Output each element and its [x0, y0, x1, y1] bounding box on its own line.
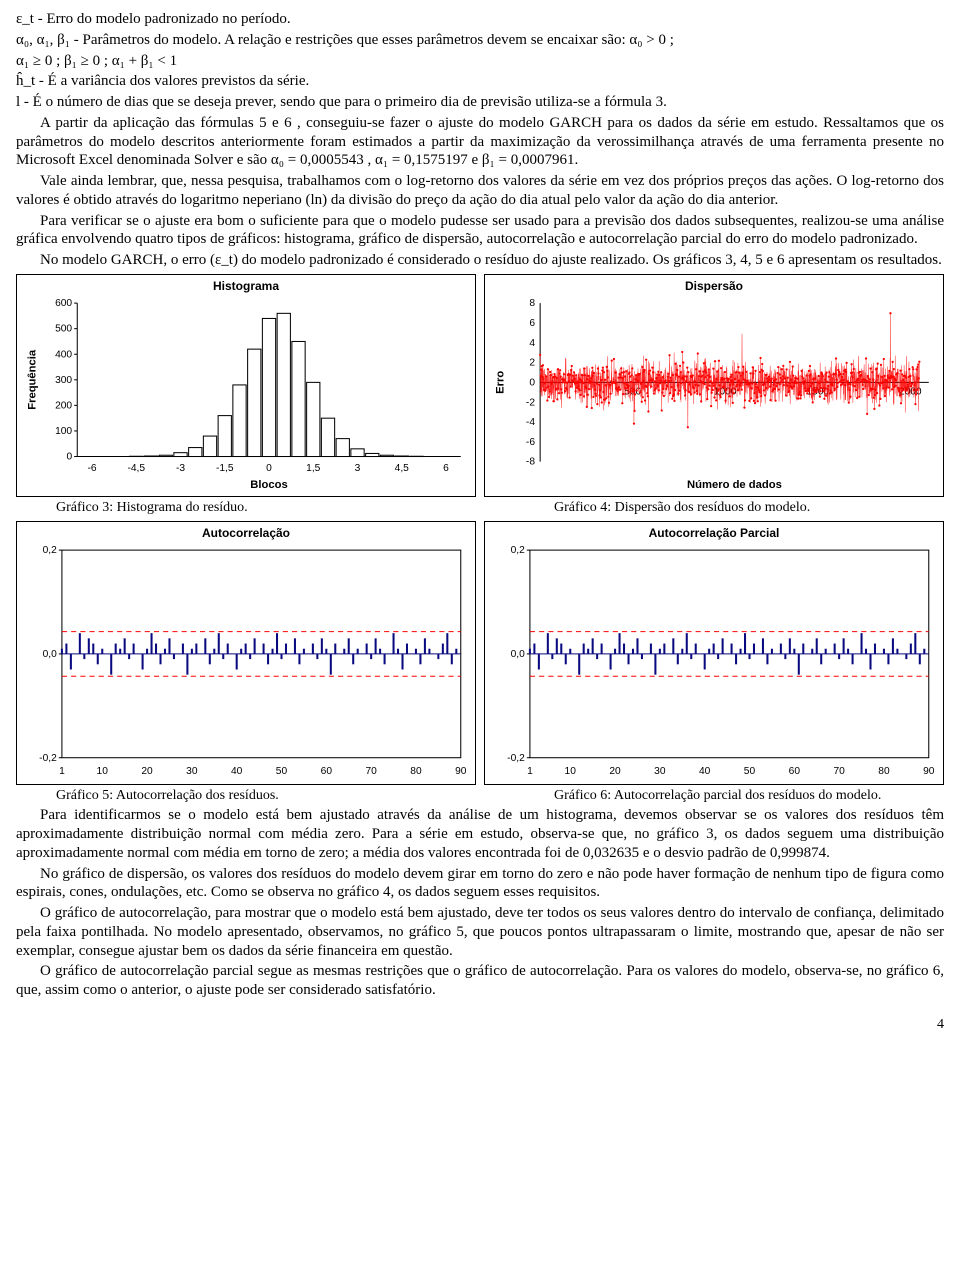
- svg-text:-3: -3: [176, 463, 185, 474]
- def-alphas: α₀, α₁, β₁ - Parâmetros do modelo. A rel…: [16, 31, 944, 50]
- svg-text:-6: -6: [526, 437, 535, 448]
- svg-text:-2: -2: [526, 397, 535, 408]
- def-constraints: α₁ ≥ 0 ; β₁ ≥ 0 ; α₁ + β₁ < 1: [16, 52, 944, 71]
- chart6-cell: Autocorrelação Parcial -0,2 0,0 0,2 1 10 20 30…: [484, 521, 944, 805]
- svg-text:0,0: 0,0: [511, 649, 526, 660]
- chart3-frame: Histograma 0 100 200 300 400 500 600 -6 -4,5 -3 -1…: [16, 274, 476, 497]
- svg-text:Frequência: Frequência: [26, 349, 38, 410]
- svg-text:100: 100: [55, 426, 72, 437]
- def-epsilon: ε_t - Erro do modelo padronizado no perí…: [16, 10, 944, 29]
- svg-text:-4,5: -4,5: [127, 463, 145, 474]
- chart4-cell: Dispersão -8-6-4-202468500100015002000Nú…: [484, 274, 944, 517]
- svg-text:10: 10: [565, 766, 577, 777]
- chart5-frame: Autocorrelação -0,2 0,0 0,2 1 10 20 30 40 50 60 70…: [16, 521, 476, 785]
- svg-text:0,0: 0,0: [43, 649, 58, 660]
- svg-text:50: 50: [276, 766, 288, 777]
- svg-text:0,2: 0,2: [511, 545, 526, 556]
- paragraph-7: O gráfico de autocorrelação, para mostra…: [16, 904, 944, 960]
- svg-text:-1,5: -1,5: [216, 463, 234, 474]
- svg-text:-6: -6: [87, 463, 96, 474]
- chart6-title: Autocorrelação Parcial: [489, 526, 939, 541]
- svg-text:60: 60: [789, 766, 801, 777]
- chart5-title: Autocorrelação: [21, 526, 471, 541]
- svg-text:400: 400: [55, 349, 72, 360]
- svg-text:60: 60: [321, 766, 333, 777]
- svg-text:600: 600: [55, 298, 72, 309]
- svg-text:30: 30: [186, 766, 198, 777]
- chart5-caption: Gráfico 5: Autocorrelação dos resíduos.: [16, 787, 476, 805]
- svg-text:80: 80: [878, 766, 890, 777]
- histogram-chart: 0 100 200 300 400 500 600 -6 -4,5 -3 -1,5 0 1,5 3 4,5 6…: [21, 298, 471, 492]
- chart3-title: Histograma: [21, 279, 471, 294]
- acf-chart: -0,2 0,0 0,2 1 10 20 30 40 50 60 70 80 90: [21, 545, 471, 780]
- svg-text:1: 1: [59, 766, 65, 777]
- pacf-chart: -0,2 0,0 0,2 1 10 20 30 40 50 60 70 80 90: [489, 545, 939, 780]
- svg-text:200: 200: [55, 400, 72, 411]
- chart5-cell: Autocorrelação -0,2 0,0 0,2 1 10 20 30 40 50 60 70…: [16, 521, 476, 805]
- page-number: 4: [16, 1016, 944, 1034]
- svg-text:40: 40: [699, 766, 711, 777]
- definitions-block: ε_t - Erro do modelo padronizado no perí…: [16, 10, 944, 112]
- svg-text:30: 30: [654, 766, 666, 777]
- chart6-frame: Autocorrelação Parcial -0,2 0,0 0,2 1 10 20 30…: [484, 521, 944, 785]
- svg-text:-0,2: -0,2: [39, 752, 57, 763]
- paragraph-3: Para verificar se o ajuste era bom o suf…: [16, 212, 944, 250]
- svg-text:-8: -8: [526, 456, 535, 467]
- svg-text:70: 70: [833, 766, 845, 777]
- paragraph-4: No modelo GARCH, o erro (ε_t) do modelo …: [16, 251, 944, 270]
- def-ht: ĥ_t - É a variância dos valores previsto…: [16, 72, 944, 91]
- svg-text:300: 300: [55, 375, 72, 386]
- svg-text:90: 90: [923, 766, 935, 777]
- charts-row-1: Histograma 0100200300400500600-6-4,5-3-1…: [16, 274, 944, 517]
- chart6-caption: Gráfico 6: Autocorrelação parcial dos re…: [484, 787, 944, 805]
- scatter-chart: -8-6-4-202468500100015002000Número de da…: [489, 298, 939, 492]
- svg-text:-0,2: -0,2: [507, 752, 525, 763]
- svg-text:-4: -4: [526, 417, 535, 428]
- paragraph-2: Vale ainda lembrar, que, nessa pesquisa,…: [16, 172, 944, 210]
- svg-text:500: 500: [55, 323, 72, 334]
- svg-text:50: 50: [744, 766, 756, 777]
- svg-text:70: 70: [365, 766, 377, 777]
- svg-text:80: 80: [410, 766, 422, 777]
- def-l: l - É o número de dias que se deseja pre…: [16, 93, 944, 112]
- svg-text:40: 40: [231, 766, 243, 777]
- svg-text:20: 20: [141, 766, 153, 777]
- paragraph-5: Para identificarmos se o modelo está bem…: [16, 806, 944, 862]
- charts-row-2: Autocorrelação -0,2 0,0 0,2 1 10 20 30 40 50 60 70…: [16, 521, 944, 805]
- paragraph-1: A partir da aplicação das fórmulas 5 e 6…: [16, 114, 944, 170]
- svg-text:0: 0: [266, 463, 272, 474]
- svg-text:4,5: 4,5: [395, 463, 410, 474]
- svg-text:6: 6: [443, 463, 449, 474]
- paragraph-8: O gráfico de autocorrelação parcial segu…: [16, 962, 944, 1000]
- svg-text:0,2: 0,2: [43, 545, 58, 556]
- svg-text:0: 0: [529, 377, 535, 388]
- svg-text:1,5: 1,5: [306, 463, 321, 474]
- chart4-title: Dispersão: [489, 279, 939, 294]
- paragraph-6: No gráfico de dispersão, os valores dos …: [16, 865, 944, 903]
- svg-text:1: 1: [527, 766, 533, 777]
- svg-text:3: 3: [355, 463, 361, 474]
- svg-text:8: 8: [529, 298, 535, 309]
- svg-text:10: 10: [97, 766, 109, 777]
- svg-text:Erro: Erro: [494, 370, 506, 393]
- svg-text:90: 90: [455, 766, 467, 777]
- chart4-caption: Gráfico 4: Dispersão dos resíduos do mod…: [484, 499, 944, 517]
- svg-text:6: 6: [529, 318, 535, 329]
- chart3-caption: Gráfico 3: Histograma do resíduo.: [16, 499, 476, 517]
- svg-text:Blocos: Blocos: [250, 479, 287, 491]
- svg-text:2: 2: [529, 357, 535, 368]
- chart3-cell: Histograma 0 100 200 300 400 500 600 -6 -4,5 -3 -1…: [16, 274, 476, 517]
- svg-text:20: 20: [609, 766, 621, 777]
- svg-text:0: 0: [66, 451, 72, 462]
- chart4-frame: Dispersão -8-6-4-202468500100015002000Nú…: [484, 274, 944, 497]
- svg-text:Número de dados: Número de dados: [687, 479, 782, 491]
- svg-text:4: 4: [529, 338, 535, 349]
